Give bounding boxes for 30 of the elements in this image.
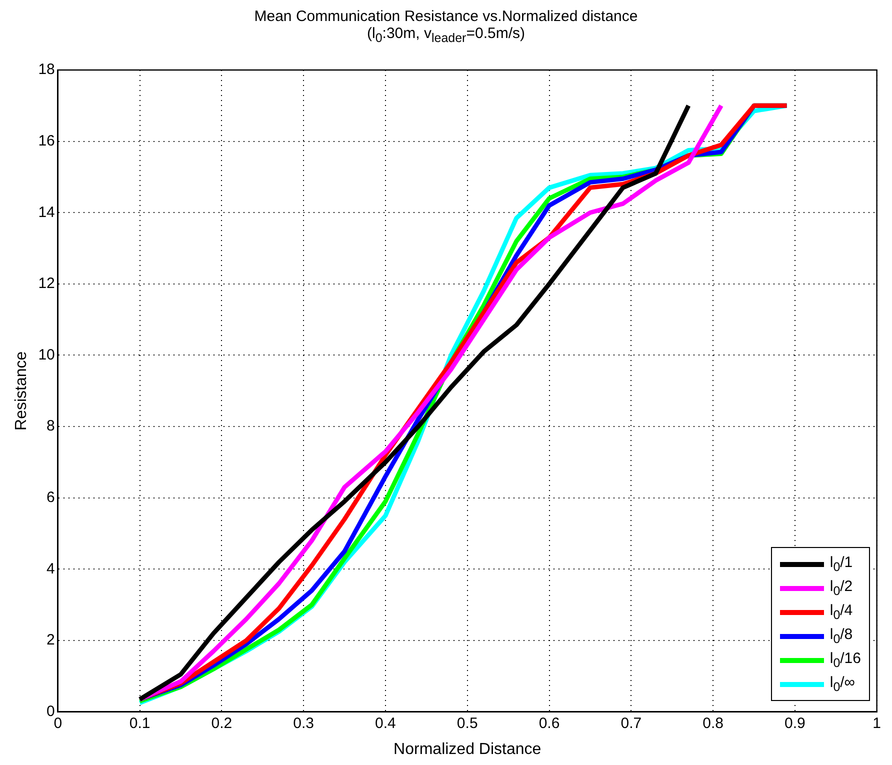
- x-axis-title: Normalized Distance: [394, 740, 542, 758]
- x-tick-label: 0.8: [702, 714, 724, 732]
- legend-label: l$_{0}$/2: [830, 578, 853, 598]
- x-tick-label: 1: [872, 714, 881, 732]
- y-tick-label: 12: [38, 275, 55, 292]
- x-tick-label: 0.2: [211, 714, 232, 732]
- y-tick-label: 6: [46, 489, 55, 506]
- y-tick-label: 14: [38, 204, 55, 221]
- legend-label: l$_{0}$/8: [830, 626, 853, 646]
- y-tick-label: 18: [38, 61, 55, 78]
- x-tick-label: 0.9: [784, 714, 806, 732]
- x-tick-label: 0.6: [538, 714, 560, 732]
- y-tick-label: 2: [46, 632, 55, 649]
- x-tick-label: 0.7: [620, 714, 642, 732]
- x-tick-label: 0.1: [129, 714, 150, 732]
- chart-subtitle: (l$_{0}$:30m, v$_{leader}$=0.5m/s): [366, 25, 526, 47]
- y-tick-label: 10: [38, 346, 55, 364]
- legend-label: l$_{0}$/∞: [830, 674, 856, 694]
- x-tick-label: 0.3: [293, 714, 314, 732]
- x-tick-label: 0.5: [456, 714, 478, 732]
- legend-label: l$_{0}$/1: [830, 554, 853, 574]
- x-tick-label: 0.4: [375, 714, 396, 732]
- y-axis-title: Resistance: [13, 351, 30, 430]
- y-tick-label: 4: [46, 560, 55, 578]
- chart-title: Mean Communication Resistance vs.Normalized distance: [253, 8, 639, 25]
- y-tick-label: 8: [46, 418, 55, 435]
- legend-label: l$_{0}$/16: [830, 650, 861, 670]
- y-tick-label: 16: [38, 132, 55, 150]
- legend-label: l$_{0}$/4: [830, 602, 853, 622]
- y-tick-label: 0: [46, 702, 55, 720]
